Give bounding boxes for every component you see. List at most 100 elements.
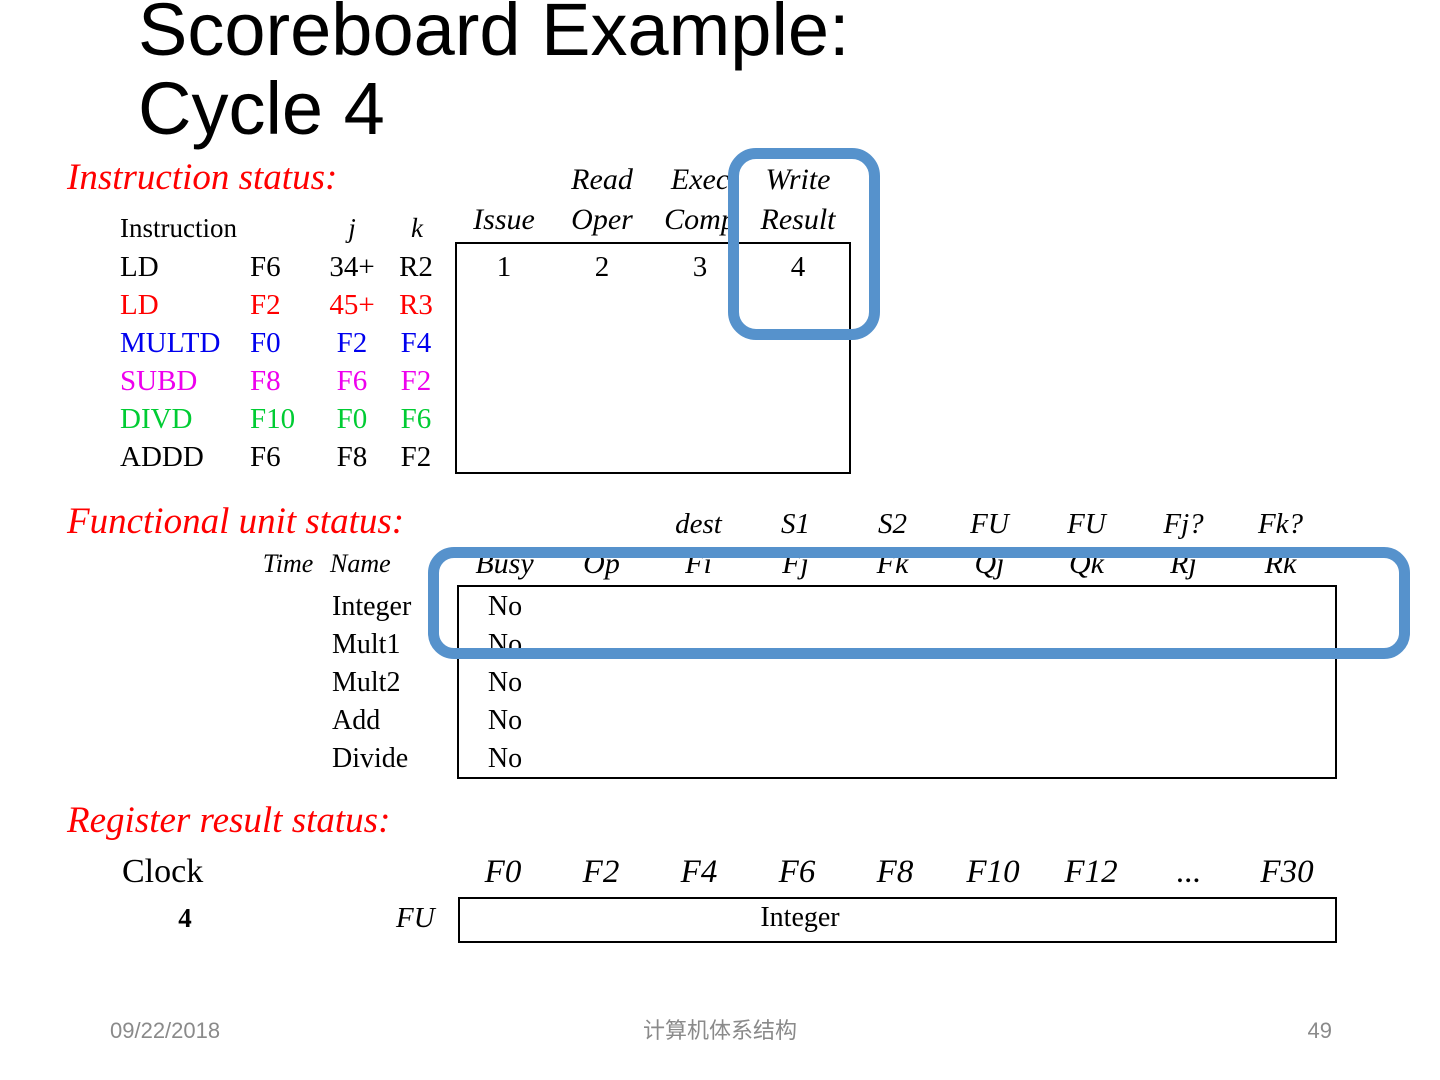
instruction-row-divd: DIVD F10 F0 F6 (0, 400, 1440, 438)
reg-f0: F0 (484, 854, 522, 890)
instr-name: LD (120, 251, 159, 283)
fu-row-divide: Divide No (0, 740, 1440, 778)
instruction-row-ld-f2: LD F2 45+ R3 (0, 286, 1440, 324)
reg-f2: F2 (582, 854, 620, 890)
fu-hdr-fj: Fj (782, 547, 809, 580)
instr-k: F6 (400, 403, 432, 435)
instr-fd: F10 (250, 403, 296, 435)
stage-header-read-oper: Read Oper (571, 163, 633, 236)
stage-header-exec-comp: Exec Comp (664, 163, 736, 236)
instr-fd: F0 (250, 327, 281, 359)
slide-title-line1: Scoreboard Example: (138, 0, 850, 71)
instr-name: LD (120, 289, 159, 321)
fu-hdr-fu1: FU (970, 508, 1009, 540)
clock-value: 4 (178, 903, 192, 933)
instr-j: F8 (336, 441, 368, 473)
fu-name: Add (332, 705, 381, 736)
instruction-col-header: Instruction (120, 213, 237, 243)
instr-j: F6 (336, 365, 368, 397)
fu-name: Mult1 (332, 629, 401, 660)
instr-k: F2 (400, 365, 432, 397)
fu-hdr-busy: Busy (475, 547, 534, 580)
reg-f10: F10 (966, 854, 1020, 890)
fu-hdr-rk: Rk (1264, 547, 1297, 580)
reg-f4: F4 (680, 854, 718, 890)
k-col-header: k (411, 213, 423, 243)
fu-header-row1: dest S1 S2 FU FU Fj? Fk? (650, 506, 1332, 542)
heading-register-result-status: Register result status: (67, 800, 391, 841)
instruction-row-addd: ADDD F6 F8 F2 (0, 438, 1440, 476)
instr-k: R3 (399, 289, 433, 321)
slide-title: Scoreboard Example: Cycle 4 (138, 0, 850, 148)
fu-row-mult2: Mult2 No (0, 664, 1440, 702)
slide-title-line2: Cycle 4 (138, 67, 385, 150)
fu-hdr-s1: S1 (781, 508, 810, 540)
j-col-header: j (348, 213, 356, 243)
fu-name: Integer (332, 591, 412, 622)
reg-f8: F8 (876, 854, 914, 890)
footer-date: 09/22/2018 (110, 1018, 221, 1043)
instr-name: ADDD (120, 441, 204, 473)
clock-label: Clock (122, 853, 204, 890)
instr-issue-cycle: 1 (496, 251, 512, 283)
fu-busy: No (487, 743, 523, 774)
footer-course-title: 计算机体系结构 (642, 1018, 797, 1043)
stage-column-headers: Issue Read Oper Exec Comp Write Result (455, 160, 847, 240)
functional-unit-table-box (457, 585, 1337, 779)
instr-name: DIVD (120, 403, 193, 435)
fu-hdr-fi: Fi (685, 547, 712, 580)
fu-col-header-name: Name (330, 549, 391, 578)
heading-instruction-status: Instruction status: (67, 157, 338, 198)
fu-row-mult1: Mult1 No (0, 626, 1440, 664)
instruction-row-subd: SUBD F8 F6 F2 (0, 362, 1440, 400)
fu-busy: No (487, 591, 523, 622)
fu-busy: No (487, 667, 523, 698)
instruction-row-multd: MULTD F0 F2 F4 (0, 324, 1440, 362)
reg-f6: F6 (778, 854, 816, 890)
fu-hdr-fkq: Fk? (1257, 508, 1304, 540)
fu-hdr-s2: S2 (878, 508, 907, 540)
instr-j: F0 (336, 403, 368, 435)
fu-row-label: FU (396, 902, 435, 934)
fu-name: Mult2 (332, 667, 401, 698)
fu-row-integer: Integer No (0, 588, 1440, 626)
reg-ellipsis: ... (1176, 854, 1202, 890)
fu-hdr-dest: dest (675, 508, 722, 540)
fu-header-row2: Busy Op Fi Fj Fk Qj Qk Rj Rk (456, 546, 1330, 582)
instr-exec-cycle: 3 (692, 251, 708, 283)
fu-busy: No (487, 705, 523, 736)
heading-functional-unit-status: Functional unit status: (67, 501, 405, 542)
instr-fd: F6 (250, 441, 281, 473)
fu-col-header-time: Time (262, 549, 314, 578)
fu-busy: No (487, 629, 523, 660)
footer-page-number: 49 (1307, 1018, 1332, 1043)
register-fu-value: Integer (760, 902, 840, 933)
fu-row-add: Add No (0, 702, 1440, 740)
fu-hdr-fk: Fk (876, 547, 909, 580)
instr-j: 45+ (329, 289, 375, 321)
instruction-row-ld-f6: LD F6 34+ R2 1 2 3 4 (0, 248, 1440, 286)
register-header-row: F0 F2 F4 F6 F8 F10 F12 ... F30 (454, 852, 1336, 892)
fu-hdr-fjq: Fj? (1163, 508, 1204, 540)
fu-hdr-op: Op (583, 547, 620, 580)
instr-write-cycle: 4 (790, 251, 806, 283)
instr-j: 34+ (329, 251, 375, 283)
stage-header-issue: Issue (473, 203, 535, 236)
instr-fd: F6 (250, 251, 281, 283)
instr-k: F2 (400, 441, 432, 473)
instr-j: F2 (336, 327, 368, 359)
instr-fd: F2 (250, 289, 281, 321)
instr-read-cycle: 2 (594, 251, 610, 283)
instr-name: SUBD (120, 365, 198, 397)
fu-hdr-qj: Qj (974, 547, 1005, 580)
register-result-table-box (458, 897, 1337, 943)
instr-fd: F8 (250, 365, 281, 397)
stage-header-write-result: Write Result (760, 163, 836, 236)
reg-f12: F12 (1064, 854, 1118, 890)
instr-k: R2 (399, 251, 433, 283)
fu-name: Divide (332, 743, 409, 774)
fu-hdr-fu2: FU (1067, 508, 1106, 540)
instruction-status-table-box (455, 242, 851, 474)
fu-hdr-rj: Rj (1170, 547, 1197, 580)
fu-hdr-qk: Qk (1069, 547, 1104, 580)
